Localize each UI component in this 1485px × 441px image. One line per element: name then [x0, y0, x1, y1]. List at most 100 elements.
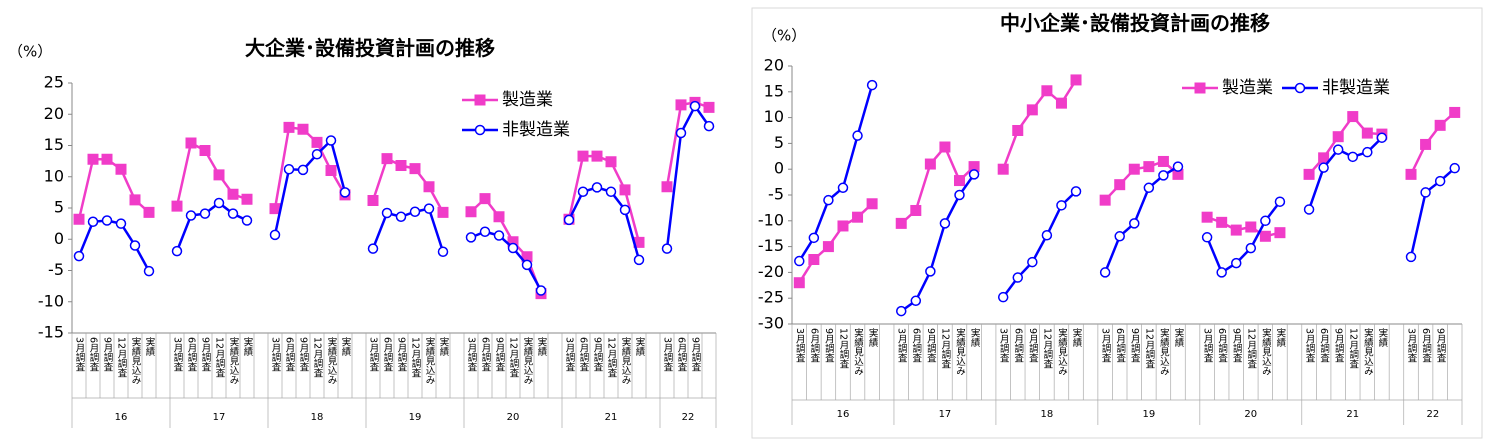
marker [311, 136, 323, 148]
marker [423, 181, 435, 193]
x-tick-label: 6月調査 [1318, 328, 1330, 363]
x-tick-label: 実績 [969, 327, 981, 348]
marker [866, 198, 878, 210]
x-tick-label: 3月調査 [794, 328, 806, 363]
marker [283, 121, 295, 133]
marker [1143, 182, 1155, 194]
right-frame [751, 7, 1483, 439]
y-tick-label: 10 [44, 166, 64, 185]
chart-title: 大企業･設備投資計画の推移 [245, 36, 495, 60]
marker [1318, 162, 1329, 173]
marker [297, 123, 309, 135]
marker [1347, 151, 1359, 163]
series-line [798, 84, 1456, 313]
x-tick-label: 9月調査 [200, 337, 212, 372]
marker [367, 243, 379, 254]
series-line [77, 103, 711, 292]
marker [1434, 119, 1446, 131]
x-tick-label: 実績 [536, 336, 548, 357]
y-tick-label: 20 [764, 56, 784, 75]
marker [808, 254, 820, 265]
marker [661, 181, 673, 193]
x-tick-label: 実績見込み [228, 336, 240, 384]
x-tick-label: 6月調査 [186, 337, 198, 372]
marker [437, 206, 449, 218]
marker [837, 182, 849, 194]
marker [968, 169, 980, 180]
y-unit: （%） [762, 27, 806, 45]
x-tick-label: 実績見込み [522, 336, 534, 384]
marker [1128, 163, 1140, 175]
marker [1201, 211, 1213, 223]
marker [381, 153, 393, 165]
x-tick-label: 3月調査 [1202, 328, 1214, 363]
x-tick-label: 3月調査 [368, 337, 380, 372]
marker [1230, 257, 1242, 269]
group-label: 22 [682, 412, 695, 423]
marker [1026, 104, 1038, 116]
marker [1260, 215, 1271, 227]
group-label: 22 [1427, 409, 1440, 420]
x-tick-label: 12月調査 [1347, 328, 1359, 369]
marker [1405, 251, 1417, 263]
x-tick-label: 実績見込み [424, 336, 436, 384]
marker [866, 79, 878, 91]
marker [925, 266, 936, 277]
x-tick-label: 実績見込み [1158, 327, 1170, 375]
marker [1361, 127, 1373, 139]
marker [1157, 155, 1169, 167]
x-tick-label: 6月調査 [1114, 328, 1126, 363]
marker [703, 101, 715, 113]
legend-label: 製造業 [1222, 78, 1273, 98]
marker [115, 163, 127, 175]
marker [1216, 216, 1228, 228]
marker [269, 229, 281, 241]
y-tick-label: -5 [768, 185, 784, 204]
marker [465, 206, 477, 218]
marker [1230, 224, 1242, 236]
marker [661, 243, 673, 254]
marker [325, 135, 337, 146]
group-label: 21 [605, 412, 618, 423]
legend-label: 非製造業 [502, 120, 570, 140]
marker [423, 203, 435, 214]
marker [465, 232, 477, 243]
marker [910, 295, 922, 307]
x-tick-label: 実績見込み [326, 336, 338, 384]
marker [605, 186, 617, 197]
marker [895, 217, 907, 229]
marker [1027, 256, 1038, 268]
marker [910, 204, 922, 216]
x-tick-label: 12月調査 [1245, 328, 1257, 369]
marker [1259, 230, 1271, 242]
marker [954, 175, 965, 187]
marker [185, 137, 197, 149]
x-tick-label: 実績見込み [1056, 327, 1068, 375]
y-tick-label: -20 [758, 262, 784, 281]
marker [474, 124, 486, 136]
marker [199, 208, 211, 219]
marker [1216, 267, 1227, 278]
marker [924, 158, 936, 170]
marker [619, 204, 631, 216]
x-tick-label: 3月調査 [172, 337, 184, 372]
marker [1041, 85, 1053, 97]
marker [87, 216, 99, 227]
marker [633, 254, 645, 266]
marker [1245, 242, 1257, 254]
marker [227, 188, 239, 200]
marker [852, 130, 863, 141]
x-tick-label: 実績見込み [130, 336, 142, 384]
marker [675, 127, 687, 139]
marker [1449, 106, 1461, 118]
marker [1055, 97, 1067, 109]
x-tick-label: 9月調査 [1231, 328, 1243, 363]
x-tick-label: 実績 [1376, 327, 1388, 348]
x-tick-label: 9月調査 [1027, 328, 1039, 363]
x-tick-label: 3月調査 [564, 337, 576, 372]
y-tick-label: 5 [774, 133, 784, 152]
marker [143, 206, 155, 218]
marker [325, 165, 337, 176]
marker [1129, 218, 1140, 229]
marker [521, 259, 533, 271]
